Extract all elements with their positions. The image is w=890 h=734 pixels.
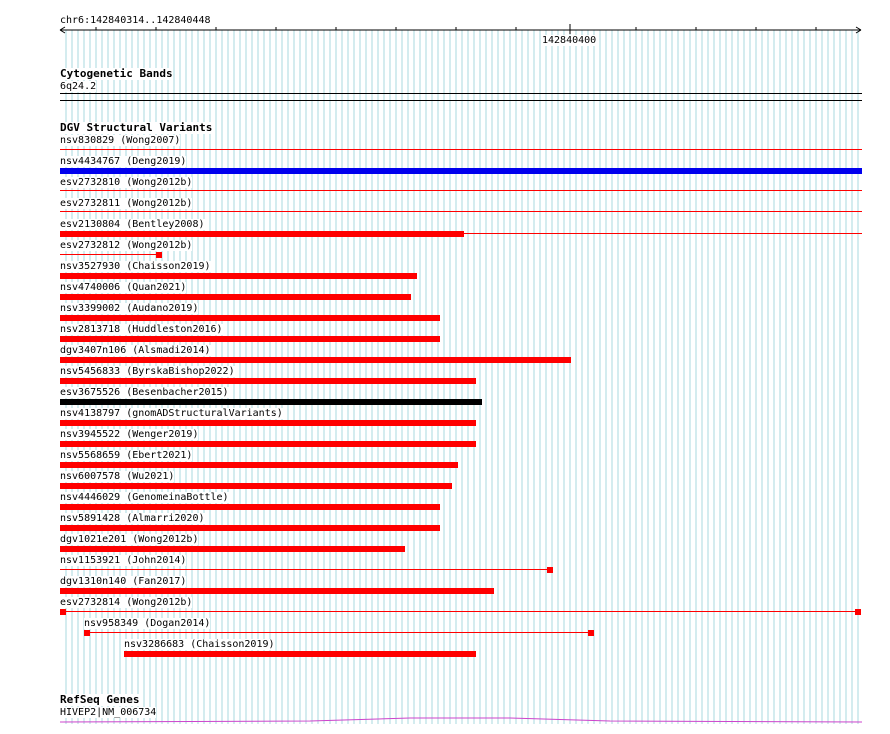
variant-label[interactable]: nsv1153921 (John2014) — [60, 555, 187, 566]
variant-feature-bar[interactable] — [60, 273, 417, 279]
refseq-genes-title: RefSeq Genes — [60, 693, 140, 706]
refseq-gene-label[interactable]: HIVEP2|NM_006734 — [60, 707, 157, 718]
variant-feature-line[interactable] — [60, 190, 862, 191]
dgv-structural-variants-title: DGV Structural Variants — [60, 121, 213, 134]
variant-feature-line[interactable] — [60, 211, 862, 212]
ruler-left-arrow — [59, 26, 66, 34]
variant-label[interactable]: nsv5568659 (Ebert2021) — [60, 450, 193, 461]
variant-label[interactable]: nsv5891428 (Almarri2020) — [60, 513, 205, 524]
variant-feature-line[interactable] — [60, 611, 858, 612]
variant-feature-bar[interactable] — [60, 546, 405, 552]
variant-feature-cap[interactable] — [156, 252, 162, 258]
variant-feature-bar[interactable] — [60, 420, 476, 426]
variant-feature-line[interactable] — [60, 149, 862, 150]
variant-feature-bar[interactable] — [60, 231, 464, 237]
variant-label[interactable]: esv2732814 (Wong2012b) — [60, 597, 193, 608]
variant-label[interactable]: nsv2813718 (Huddleston2016) — [60, 324, 223, 335]
variant-label[interactable]: nsv3286683 (Chaisson2019) — [124, 639, 275, 650]
variant-label[interactable]: nsv830829 (Wong2007) — [60, 135, 181, 146]
variant-feature-line[interactable] — [88, 632, 591, 633]
variant-feature-bar[interactable] — [60, 294, 411, 300]
variant-feature-bar[interactable] — [60, 441, 476, 447]
variant-feature-bar[interactable] — [60, 399, 482, 405]
variant-feature-bar[interactable] — [60, 462, 458, 468]
ruler-right-arrow — [855, 26, 862, 34]
refseq-gene-feature[interactable] — [60, 716, 862, 724]
variant-feature-cap[interactable] — [855, 609, 861, 615]
cytogenetic-bands-title: Cytogenetic Bands — [60, 67, 173, 80]
variant-label[interactable]: esv2130804 (Bentley2008) — [60, 219, 205, 230]
variant-feature-bar[interactable] — [60, 588, 494, 594]
variant-label[interactable]: esv2732810 (Wong2012b) — [60, 177, 193, 188]
variant-feature-bar[interactable] — [60, 336, 440, 342]
variant-feature-line[interactable] — [60, 254, 157, 255]
variant-label[interactable]: dgv1021e201 (Wong2012b) — [60, 534, 199, 545]
variant-feature-bar[interactable] — [60, 378, 476, 384]
variant-label[interactable]: dgv3407n106 (Alsmadi2014) — [60, 345, 211, 356]
variant-label[interactable]: nsv4434767 (Deng2019) — [60, 156, 187, 167]
variant-feature-bar[interactable] — [60, 315, 440, 321]
variant-feature-cap[interactable] — [547, 567, 553, 573]
variant-feature-line[interactable] — [464, 233, 862, 234]
variant-feature-line[interactable] — [60, 569, 550, 570]
variant-feature-cap[interactable] — [60, 609, 66, 615]
variant-label[interactable]: nsv3399002 (Audano2019) — [60, 303, 199, 314]
cytoband-label[interactable]: 6q24.2 — [60, 81, 97, 92]
ruler-position-label: 142840400 — [542, 35, 597, 46]
variant-feature-bar[interactable] — [124, 651, 476, 657]
variant-label[interactable]: nsv958349 (Dogan2014) — [84, 618, 211, 629]
variant-label[interactable]: nsv6007578 (Wu2021) — [60, 471, 175, 482]
variant-label[interactable]: nsv3527930 (Chaisson2019) — [60, 261, 211, 272]
variant-label[interactable]: nsv4138797 (gnomADStructuralVariants) — [60, 408, 283, 419]
variant-feature-cap[interactable] — [588, 630, 594, 636]
variant-feature-bar[interactable] — [60, 357, 571, 363]
track-separator — [60, 100, 862, 101]
variant-feature-bar[interactable] — [60, 504, 440, 510]
variant-feature-bar[interactable] — [60, 168, 862, 174]
variant-label[interactable]: nsv4446029 (GenomeinaBottle) — [60, 492, 229, 503]
variant-label[interactable]: nsv4740006 (Quan2021) — [60, 282, 187, 293]
cytoband-bar[interactable] — [60, 93, 862, 94]
variant-label[interactable]: esv3675526 (Besenbacher2015) — [60, 387, 229, 398]
location-label: chr6:142840314..142840448 — [60, 15, 211, 26]
variant-label[interactable]: dgv1310n140 (Fan2017) — [60, 576, 187, 587]
variant-feature-bar[interactable] — [60, 525, 440, 531]
variant-label[interactable]: nsv5456833 (ByrskaBishop2022) — [60, 366, 235, 377]
variant-label[interactable]: esv2732811 (Wong2012b) — [60, 198, 193, 209]
variant-label[interactable]: nsv3945522 (Wenger2019) — [60, 429, 199, 440]
variant-feature-cap[interactable] — [84, 630, 90, 636]
gene-intron-line — [60, 717, 862, 723]
variant-label[interactable]: esv2732812 (Wong2012b) — [60, 240, 193, 251]
variant-feature-bar[interactable] — [60, 483, 452, 489]
